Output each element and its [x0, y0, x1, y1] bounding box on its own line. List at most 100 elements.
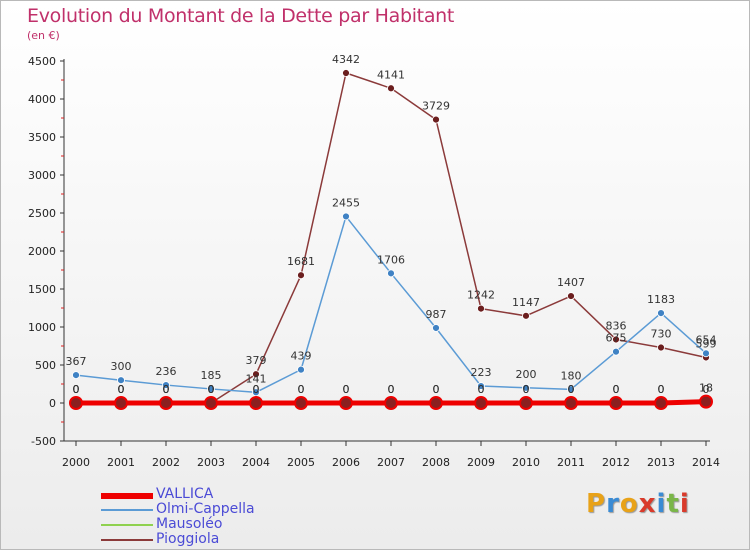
data-label-vallica: 0: [208, 383, 215, 396]
logo-letter: t: [666, 489, 680, 519]
y-tick-label: 500: [35, 359, 56, 372]
data-point-vallica: [249, 396, 263, 410]
data-point-pioggiola: [252, 370, 260, 379]
data-label-mausol-o: 0: [658, 383, 665, 396]
data-label-vallica: 0: [343, 383, 350, 396]
data-label-pioggiola: 4141: [377, 68, 405, 81]
data-point-olmi-cappella: [207, 385, 215, 393]
data-point-olmi-cappella: [522, 383, 530, 392]
y-tick-label: 2500: [28, 207, 56, 220]
data-label-pioggiola: 0: [163, 383, 170, 396]
data-label-pioggiola: 4342: [332, 53, 360, 66]
legend-item-mausoleo: Mausoléo: [101, 516, 351, 532]
data-point-olmi-cappella: [297, 365, 305, 374]
data-point-pioggiola: [342, 69, 350, 77]
data-label-olmi-cappella: 439: [291, 350, 312, 363]
data-label-mausol-o: 0: [388, 383, 395, 396]
legend-label-pioggiola: Pioggiola: [156, 531, 220, 547]
data-point-vallica: [294, 396, 308, 410]
x-tick-label: 2002: [152, 456, 180, 469]
data-label-vallica: 0: [73, 383, 80, 396]
data-label-olmi-cappella: 180: [561, 369, 582, 382]
logo-letter: P: [586, 489, 607, 519]
data-point-vallica: [609, 396, 623, 410]
data-label-pioggiola: 599: [696, 337, 717, 350]
data-point-vallica: [699, 394, 713, 409]
data-point-olmi-cappella: [162, 381, 170, 389]
legend: VALLICA Olmi-Cappella Mausoléo Pioggiola: [101, 486, 351, 547]
x-tick-label: 2012: [602, 456, 630, 469]
data-point-olmi-cappella: [117, 376, 125, 385]
data-point-pioggiola: [567, 292, 575, 300]
data-label-mausol-o: 0: [343, 383, 350, 396]
data-label-vallica: 0: [613, 383, 620, 396]
data-point-pioggiola: [297, 271, 305, 280]
data-label-vallica: 0: [298, 383, 305, 396]
chart-title: Evolution du Montant de la Dette par Hab…: [27, 5, 455, 27]
unit-label: (en €): [27, 29, 60, 42]
legend-swatch-pioggiola: [101, 539, 153, 541]
data-point-olmi-cappella: [612, 347, 620, 356]
legend-item-pioggiola: Pioggiola: [101, 531, 351, 547]
y-tick-label: 0: [49, 397, 56, 410]
data-label-mausol-o: 0: [208, 383, 215, 396]
data-label-vallica: 0: [118, 383, 125, 396]
data-label-mausol-o: 0: [298, 383, 305, 396]
proxiti-logo: Proxiti: [586, 489, 690, 519]
data-point-olmi-cappella: [657, 309, 665, 317]
data-label-vallica: 0: [658, 383, 665, 396]
y-tick-label: 4500: [28, 55, 56, 68]
data-label-mausol-o: 0: [73, 383, 80, 396]
x-tick-label: 2000: [62, 456, 90, 469]
data-label-vallica: 0: [523, 383, 530, 396]
data-label-pioggiola: 730: [651, 328, 672, 341]
data-point-pioggiola: [387, 84, 395, 93]
data-point-pioggiola: [612, 335, 620, 344]
data-label-olmi-cappella: 236: [156, 365, 177, 378]
x-tick-label: 2005: [287, 456, 315, 469]
data-point-olmi-cappella: [702, 349, 710, 358]
data-label-vallica: 0: [433, 383, 440, 396]
data-label-vallica: 0: [253, 383, 260, 396]
data-label-olmi-cappella: 1183: [647, 293, 675, 306]
data-label-olmi-cappella: 200: [516, 368, 537, 381]
y-tick-label: 2000: [28, 245, 56, 258]
y-tick-label: 4000: [28, 93, 56, 106]
data-point-vallica: [339, 396, 353, 410]
legend-label-mausoleo: Mausoléo: [156, 516, 223, 532]
x-tick-label: 2014: [692, 456, 720, 469]
data-label-vallica: 18: [699, 382, 713, 395]
logo-letter: o: [619, 489, 639, 519]
data-point-olmi-cappella: [432, 324, 440, 332]
data-point-vallica: [159, 396, 173, 410]
logo-letter: i: [679, 489, 690, 519]
x-tick-label: 2010: [512, 456, 540, 469]
legend-item-olmi-cappella: Olmi-Cappella: [101, 501, 351, 517]
data-label-mausol-o: 0: [523, 383, 530, 396]
data-label-mausol-o: 0: [613, 383, 620, 396]
data-label-pioggiola: 1242: [467, 289, 495, 302]
x-tick-label: 2007: [377, 456, 405, 469]
legend-label-olmi-cappella: Olmi-Cappella: [156, 501, 255, 517]
data-point-vallica: [69, 396, 83, 410]
legend-swatch-vallica: [101, 493, 153, 499]
data-label-olmi-cappella: 654: [696, 333, 717, 346]
data-label-pioggiola: 1681: [287, 255, 315, 268]
data-label-pioggiola: 3729: [422, 100, 450, 113]
x-tick-label: 2003: [197, 456, 225, 469]
data-label-pioggiola: 0: [73, 383, 80, 396]
data-point-vallica: [204, 396, 218, 410]
data-point-vallica: [519, 396, 533, 410]
series-line-pioggiola: [76, 72, 707, 404]
data-label-olmi-cappella: 141: [246, 372, 267, 385]
logo-letter: r: [606, 489, 620, 519]
data-label-mausol-o: 0: [703, 383, 710, 396]
data-label-olmi-cappella: 1706: [377, 253, 405, 266]
data-label-pioggiola: 1407: [557, 276, 585, 289]
data-point-olmi-cappella: [252, 388, 260, 397]
data-point-pioggiola: [477, 304, 485, 313]
data-label-vallica: 0: [568, 383, 575, 396]
data-point-vallica: [654, 396, 668, 410]
